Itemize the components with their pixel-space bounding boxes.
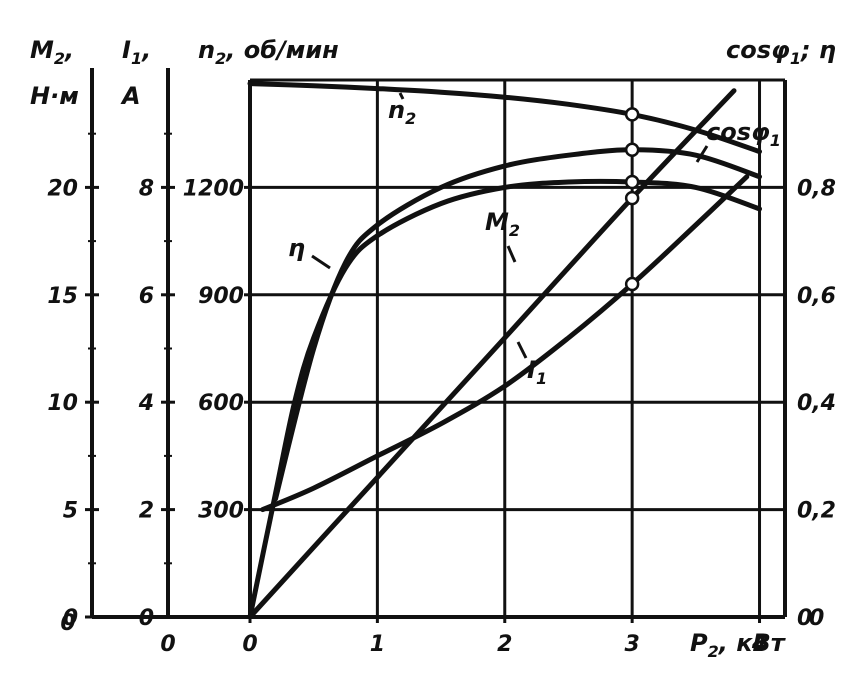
i1-tick-label: 4 [138,391,154,416]
x-axis-title: P2, кВт [690,629,787,661]
marker-m2 [624,190,640,206]
eta-curve-label: η [288,234,305,262]
marker-n2 [624,107,640,122]
cos-eta-axis-title: cosφ1; η [726,36,836,68]
x-tick-label: 0 [242,632,257,657]
m2-tick-label: 0 [63,606,78,631]
n2-axis-title: n2, об/мин [198,36,339,68]
grid [250,78,785,617]
cos-eta-tick-label: 0,2 [797,499,836,524]
i1-curve-label-leader [516,341,528,359]
cos-eta-tick-label: 0 [797,606,812,631]
m2-tick-label: 20 [47,176,78,201]
axes [85,68,787,623]
cos-eta-tick-label: 0,8 [797,176,836,201]
marker-cosphi [624,142,640,158]
labels: 0510152002468300600900120000,20,40,60,80… [30,36,836,661]
n2-curve [247,81,762,155]
i1-curve [260,174,750,513]
i1-zero-label: 0 [160,632,175,657]
eta-curve-label-leader [311,254,331,270]
m2-axis-unit: Н·м [30,82,79,110]
m2-curve-label-leader [506,245,517,263]
m2-tick-label: 10 [47,391,78,416]
m2-curve-label: M2 [485,208,520,240]
i1-tick-label: 6 [139,284,154,309]
m2-curve [247,88,737,620]
cosphi-curve-label-leader [695,145,709,163]
m2-tick-label: 15 [47,284,78,309]
i1-axis-title: I1, [122,36,151,68]
cos-eta-tick-label: 0,6 [797,284,836,309]
i1-tick-label: 2 [139,499,154,524]
cos-eta-zero-label: 0 [809,606,824,631]
n2-tick-label: 600 [198,391,244,416]
marker-i1 [624,276,640,292]
i1-axis-unit: A [120,82,141,110]
n2-tick-label: 1200 [183,176,244,201]
cosphi-curve [273,147,762,502]
n2-tick-label: 900 [198,284,244,309]
cosphi-curve-label: cosφ1 [706,118,781,150]
cos-eta-tick-label: 0,4 [797,391,836,416]
m2-tick-label: 5 [63,499,78,524]
n2-curve-label-leader [398,92,405,100]
markers [624,107,640,292]
x-tick-label: 4 [751,632,767,657]
i1-curve-label: I1 [527,356,547,388]
x-tick-label: 3 [624,632,639,657]
i1-tick-label: 0 [139,606,154,631]
marker-eta [624,174,640,190]
m2-zero-label: 0 [60,611,75,636]
m2-axis-title: M2, [30,36,74,68]
i1-tick-label: 8 [139,176,154,201]
x-tick-label: 1 [370,632,385,657]
n2-curve-label: n2 [388,96,416,128]
x-tick-label: 2 [497,632,512,657]
n2-tick-label: 300 [198,499,244,524]
